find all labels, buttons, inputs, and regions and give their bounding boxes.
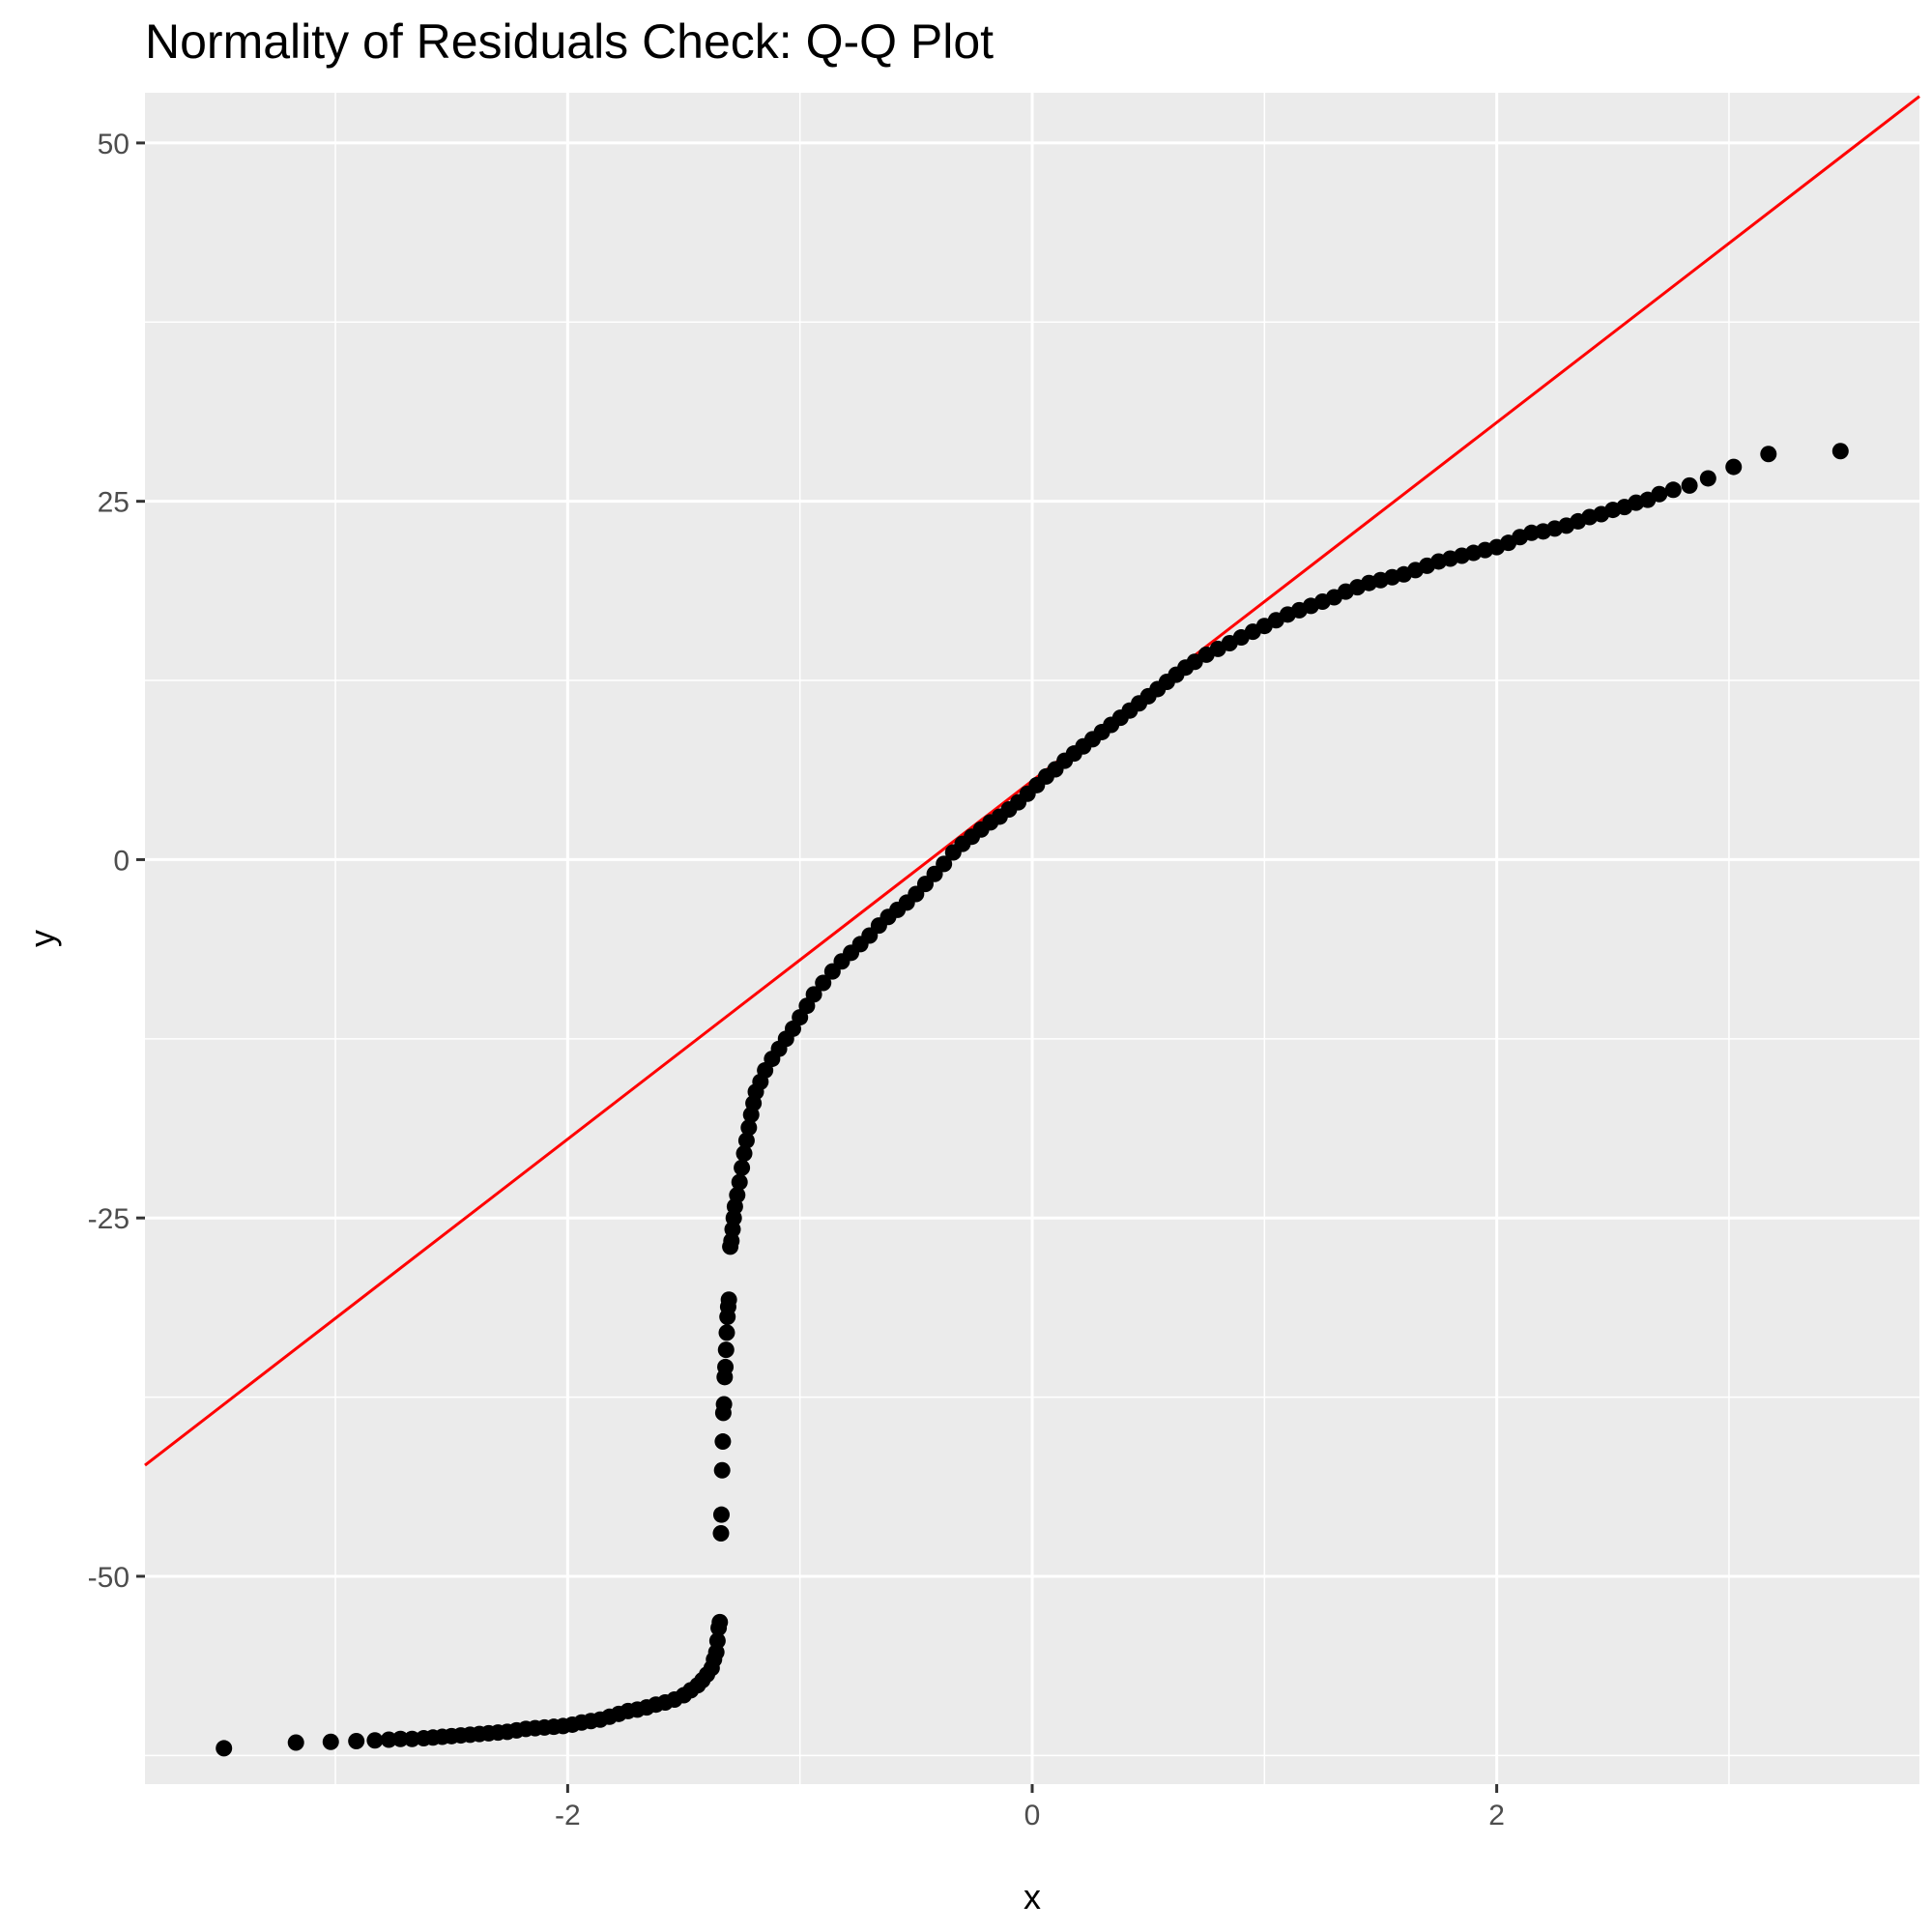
data-point — [1831, 443, 1849, 460]
chart-title: Normality of Residuals Check: Q-Q Plot — [145, 14, 994, 69]
y-tick-label: -25 — [88, 1203, 130, 1235]
data-point — [1760, 446, 1777, 463]
data-point — [1651, 485, 1668, 503]
data-point — [366, 1732, 384, 1749]
data-point — [715, 1396, 733, 1413]
x-axis-label: x — [1024, 1877, 1041, 1917]
data-point — [805, 986, 822, 1003]
data-point — [1699, 470, 1716, 487]
y-tick-label: 25 — [98, 487, 130, 519]
data-point — [720, 1291, 737, 1309]
x-tick-label: -2 — [555, 1800, 581, 1831]
data-point — [1725, 458, 1743, 476]
y-tick-label: 50 — [98, 129, 130, 160]
x-axis: -2 0 2 — [555, 1784, 1505, 1831]
data-point — [713, 1461, 731, 1479]
data-point — [718, 1324, 735, 1341]
y-axis: -50 -25 0 25 50 — [88, 129, 145, 1594]
data-point — [714, 1433, 732, 1451]
x-tick-label: 0 — [1024, 1800, 1041, 1831]
data-point — [216, 1740, 233, 1757]
data-point — [734, 1159, 751, 1176]
data-point — [936, 855, 953, 873]
data-point — [737, 1132, 755, 1149]
data-point — [708, 1632, 726, 1650]
x-tick-label: 2 — [1488, 1800, 1505, 1831]
data-point — [287, 1734, 304, 1751]
data-point — [403, 1730, 420, 1747]
y-axis-label: y — [22, 930, 62, 947]
data-point — [729, 1186, 746, 1203]
data-point — [322, 1733, 339, 1750]
y-tick-label: 0 — [113, 845, 130, 877]
data-point — [815, 974, 832, 992]
data-point — [735, 1144, 753, 1162]
data-point — [712, 1506, 730, 1523]
data-points — [216, 443, 1849, 1757]
data-point — [717, 1341, 735, 1359]
data-point — [712, 1524, 730, 1542]
y-tick-label: -50 — [88, 1562, 130, 1594]
data-point — [380, 1731, 397, 1748]
grid-lines — [145, 93, 1919, 1784]
data-point — [1681, 476, 1698, 494]
data-point — [391, 1730, 409, 1747]
data-point — [711, 1613, 729, 1630]
data-point — [1664, 481, 1682, 499]
data-point — [731, 1173, 748, 1191]
data-point — [717, 1358, 735, 1375]
data-point — [740, 1119, 758, 1137]
data-point — [348, 1733, 365, 1750]
